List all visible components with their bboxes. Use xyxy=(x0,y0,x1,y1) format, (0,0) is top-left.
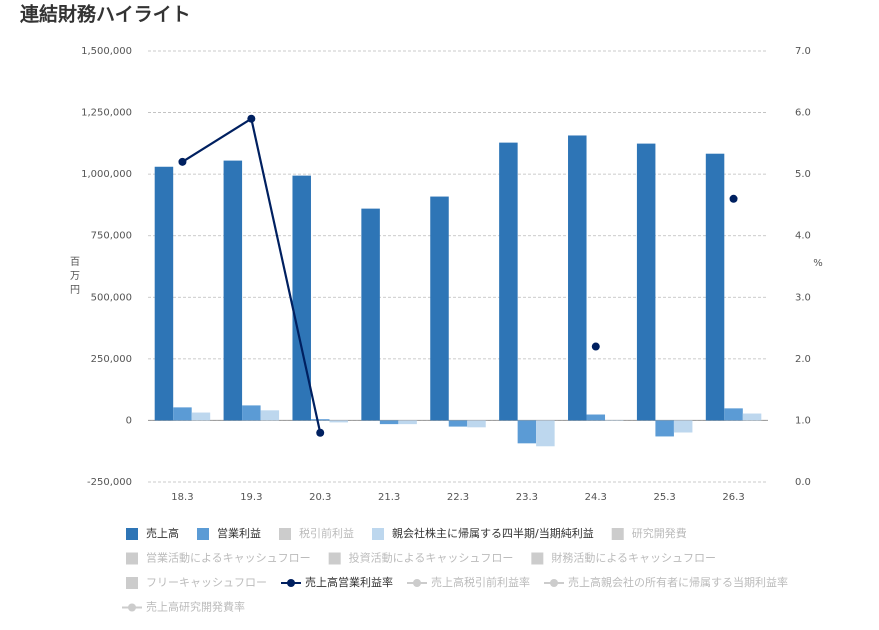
x-tick-label: 22.3 xyxy=(447,492,469,503)
point xyxy=(316,428,325,437)
legend-item[interactable]: 研究開発費 xyxy=(611,526,687,540)
legend-item[interactable]: 売上高税引前利益率 xyxy=(407,575,530,589)
bar xyxy=(742,413,762,421)
legend-swatch xyxy=(126,528,138,540)
bar xyxy=(724,408,743,421)
x-tick-label: 25.3 xyxy=(654,492,676,503)
bar xyxy=(430,196,449,421)
legend-label: 財務活動によるキャッシュフロー xyxy=(551,551,716,565)
bar xyxy=(448,420,468,427)
x-tick-label: 21.3 xyxy=(378,492,400,503)
x-tick-label: 26.3 xyxy=(722,492,744,503)
y2-tick-label: 1.0 xyxy=(795,415,811,426)
y2-tick-label: 4.0 xyxy=(795,231,811,242)
legend-swatch xyxy=(328,552,341,565)
legend-item[interactable]: 売上高親会社の所有者に帰属する当期利益率 xyxy=(544,575,788,589)
legend-item[interactable]: 売上高研究開発費率 xyxy=(122,600,245,614)
legend-swatch xyxy=(197,528,209,540)
legend-label: 売上高 xyxy=(146,526,179,540)
bar xyxy=(292,175,311,421)
legend-swatch xyxy=(611,528,624,540)
bar xyxy=(329,420,348,423)
bar xyxy=(223,160,243,421)
legend-swatch xyxy=(126,552,138,565)
legend-swatch xyxy=(126,577,138,589)
legend-swatch xyxy=(372,528,384,540)
legend-swatch xyxy=(279,528,291,540)
point xyxy=(591,342,600,351)
bar xyxy=(191,412,211,421)
legend-marker xyxy=(413,579,421,587)
y-tick-label: 1,250,000 xyxy=(81,108,132,119)
legend-item[interactable]: 売上高営業利益率 xyxy=(281,575,393,589)
y2-axis-label: % xyxy=(813,258,823,269)
legend-label: フリーキャッシュフロー xyxy=(146,576,267,589)
legend-label: 営業利益 xyxy=(217,526,261,540)
bar xyxy=(586,414,606,421)
x-tick-label: 24.3 xyxy=(585,492,607,503)
y-tick-label: 250,000 xyxy=(91,354,132,365)
x-tick-label: 20.3 xyxy=(309,492,331,503)
y-tick-label: 0 xyxy=(126,415,132,426)
y-axis-label: 百万円 xyxy=(70,256,80,296)
y2-tick-label: 3.0 xyxy=(795,292,811,303)
bar xyxy=(499,142,518,421)
legend-item[interactable]: 営業活動によるキャッシュフロー xyxy=(126,551,311,565)
y2-tick-label: 5.0 xyxy=(795,169,811,180)
y-tick-label: -250,000 xyxy=(87,477,132,488)
legend-item[interactable]: 投資活動によるキャッシュフロー xyxy=(328,551,514,565)
bar xyxy=(310,419,330,421)
legend-swatch xyxy=(531,552,544,565)
x-tick-label: 18.3 xyxy=(171,492,193,503)
point xyxy=(729,194,738,203)
y-tick-label: 1,000,000 xyxy=(81,169,132,180)
bar xyxy=(705,153,725,421)
legend-label: 売上高親会社の所有者に帰属する当期利益率 xyxy=(568,575,788,589)
point xyxy=(178,157,187,166)
legend-label: 売上高研究開発費率 xyxy=(146,600,245,614)
y2-tick-label: 2.0 xyxy=(795,354,811,365)
legend-item[interactable]: フリーキャッシュフロー xyxy=(126,576,267,589)
bar xyxy=(242,405,261,421)
legend-item[interactable]: 営業利益 xyxy=(197,526,261,540)
bar xyxy=(467,420,486,428)
legend-item[interactable]: 売上高 xyxy=(126,526,179,540)
bar xyxy=(379,420,399,425)
bar xyxy=(398,420,417,425)
legend-item[interactable]: 親会社株主に帰属する四半期/当期純利益 xyxy=(372,526,594,540)
bar xyxy=(655,420,674,437)
legend-item[interactable]: 財務活動によるキャッシュフロー xyxy=(531,551,716,565)
legend-label: 投資活動によるキャッシュフロー xyxy=(349,551,514,565)
y-tick-label: 750,000 xyxy=(91,231,132,242)
bar xyxy=(636,143,656,421)
legend-label: 売上高営業利益率 xyxy=(305,575,393,589)
legend-label: 税引前利益 xyxy=(299,526,354,540)
legend-marker xyxy=(287,579,295,587)
y-tick-label: 500,000 xyxy=(91,292,132,303)
legend-item[interactable]: 税引前利益 xyxy=(279,526,354,540)
y2-tick-label: 7.0 xyxy=(795,46,811,57)
point xyxy=(247,114,256,123)
legend-marker xyxy=(128,603,136,612)
bar xyxy=(173,407,192,421)
legend-label: 親会社株主に帰属する四半期/当期純利益 xyxy=(392,526,594,540)
legend-label: 研究開発費 xyxy=(632,526,687,540)
bar xyxy=(568,135,587,421)
legend-label: 営業活動によるキャッシュフロー xyxy=(146,551,311,565)
bar xyxy=(260,410,280,421)
bar xyxy=(673,420,693,433)
bar xyxy=(154,166,174,421)
y2-tick-label: 0.0 xyxy=(795,477,811,488)
legend-marker xyxy=(550,579,558,587)
y-tick-label: 1,500,000 xyxy=(81,46,132,57)
x-tick-label: 19.3 xyxy=(240,492,262,503)
bar xyxy=(536,420,555,447)
bar xyxy=(361,208,380,421)
x-tick-label: 23.3 xyxy=(516,492,538,503)
chart-title: 連結財務ハイライト xyxy=(20,3,191,26)
legend-label: 売上高税引前利益率 xyxy=(431,575,530,589)
bar xyxy=(517,420,537,444)
y2-tick-label: 6.0 xyxy=(795,108,811,119)
